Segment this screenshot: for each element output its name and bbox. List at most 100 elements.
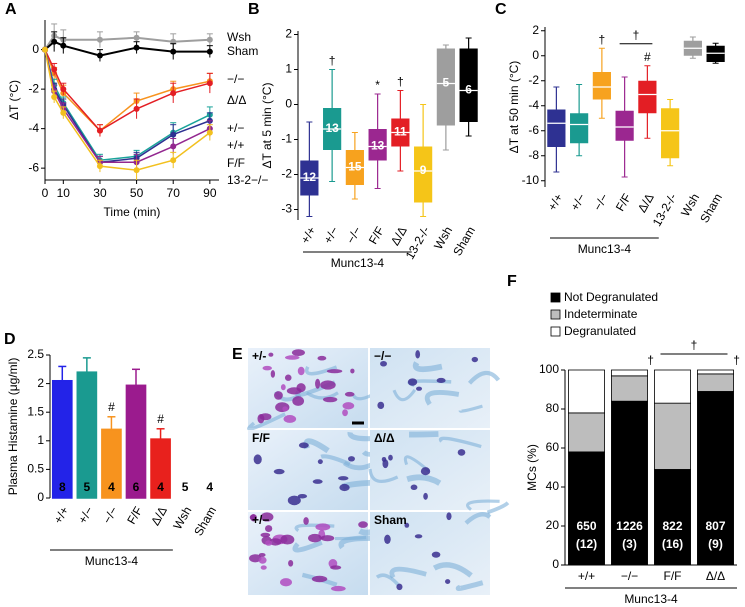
significance-marker: †: [397, 75, 404, 89]
n-label: 5: [443, 76, 450, 90]
legend-label: Indeterminate: [564, 307, 638, 321]
stained-cell: [297, 366, 305, 376]
y-tick-label: 2: [285, 27, 292, 41]
data-point: [133, 34, 140, 41]
x-tick-label: Sham: [450, 224, 478, 258]
data-point: [170, 131, 177, 138]
data-point: [133, 44, 140, 51]
n-label: 6: [465, 83, 472, 97]
stained-cell: [280, 534, 295, 545]
y-axis-title: ΔT (°C): [7, 80, 21, 120]
stained-cell: [339, 483, 350, 492]
legend-label: 13-2−/−: [227, 173, 268, 187]
stained-cell: [377, 401, 385, 410]
stained-cell: [287, 495, 301, 506]
y-tick-label: -6: [528, 123, 539, 137]
tissue: [406, 474, 442, 486]
box: [615, 110, 634, 141]
x-axis-title: Time (min): [104, 205, 161, 219]
x-tick-label: Δ/Δ: [706, 569, 725, 583]
micrograph: [370, 512, 490, 595]
tissue: [486, 501, 510, 515]
y-tick-label: 80: [546, 401, 560, 415]
stained-cell: [292, 396, 305, 406]
panel-letter: C: [495, 1, 507, 18]
box: [368, 129, 387, 161]
stained-cell: [457, 449, 466, 456]
n-label: 5: [182, 480, 189, 494]
data-point: [96, 52, 103, 59]
bar-segment: [654, 369, 691, 404]
n-label: 13: [325, 121, 339, 135]
stained-cell: [262, 365, 272, 371]
tissue: [305, 365, 338, 376]
genotype-label: −/−: [374, 349, 391, 363]
x-tick-label: 70: [167, 186, 181, 200]
stained-cell: [320, 535, 335, 542]
y-tick-label: -3: [281, 202, 292, 216]
y-tick-label: 2.5: [27, 347, 44, 361]
stained-cell: [350, 368, 355, 374]
data-point: [170, 90, 177, 97]
box: [436, 48, 455, 126]
stained-cell: [358, 521, 368, 528]
x-tick-label: +/−: [321, 224, 342, 246]
y-axis-title: ΔT at 5 min (°C): [260, 83, 274, 169]
x-tick-label: −/−: [621, 569, 638, 583]
x-tick-label: Wsh: [170, 504, 194, 532]
y-tick-label: -2: [28, 81, 39, 95]
legend-label: Degranulated: [564, 324, 636, 338]
group-label: Munc13-4: [85, 554, 139, 568]
box: [592, 72, 611, 100]
box: [570, 113, 589, 144]
stained-cell: [284, 374, 292, 381]
stained-cell: [330, 565, 342, 570]
data-point: [170, 48, 177, 55]
series-line: [44, 49, 211, 163]
tissue: [467, 370, 501, 385]
stained-cell: [268, 352, 274, 357]
y-tick-label: -10: [522, 173, 540, 187]
tissue: [389, 566, 427, 579]
box: [459, 48, 478, 122]
stained-cell: [388, 454, 393, 461]
box: [706, 45, 725, 62]
y-tick-label: 1: [37, 433, 44, 447]
stained-cell: [431, 551, 441, 558]
stained-cell: [337, 476, 349, 481]
legend-label: Not Degranulated: [564, 290, 658, 304]
data-point: [96, 127, 103, 134]
data-point: [96, 163, 103, 170]
stained-cell: [274, 391, 283, 400]
stained-cell: [348, 456, 355, 462]
tissue: [455, 580, 484, 592]
bar: [125, 384, 147, 499]
bar-segment: [611, 375, 648, 402]
panel-letter: B: [248, 1, 260, 18]
n-label: 4: [157, 480, 164, 494]
mice-label: (3): [622, 537, 637, 551]
legend-swatch: [550, 326, 561, 337]
n-label: 8: [59, 480, 66, 494]
series-line: [44, 49, 211, 162]
bar-segment: [568, 369, 605, 414]
bracket-label: †: [633, 28, 640, 42]
panel-letter: E: [232, 346, 243, 363]
y-tick-label: -2: [528, 73, 539, 87]
bar-segment: [697, 373, 734, 392]
stained-cell: [298, 442, 309, 449]
data-point: [51, 38, 58, 45]
bar: [76, 371, 98, 499]
legend-swatch: [550, 309, 561, 320]
stained-cell: [322, 396, 338, 403]
y-tick-label: 0: [37, 490, 44, 504]
genotype-label: +/−: [252, 513, 269, 527]
stained-cell: [283, 415, 297, 423]
x-tick-label: F/F: [366, 224, 387, 247]
stained-cell: [415, 350, 421, 359]
y-tick-label: 20: [546, 518, 560, 532]
stained-cell: [407, 378, 418, 386]
bar-segment: [654, 402, 691, 470]
y-axis-title: MCs (%): [525, 444, 539, 491]
tissue: [412, 361, 443, 373]
